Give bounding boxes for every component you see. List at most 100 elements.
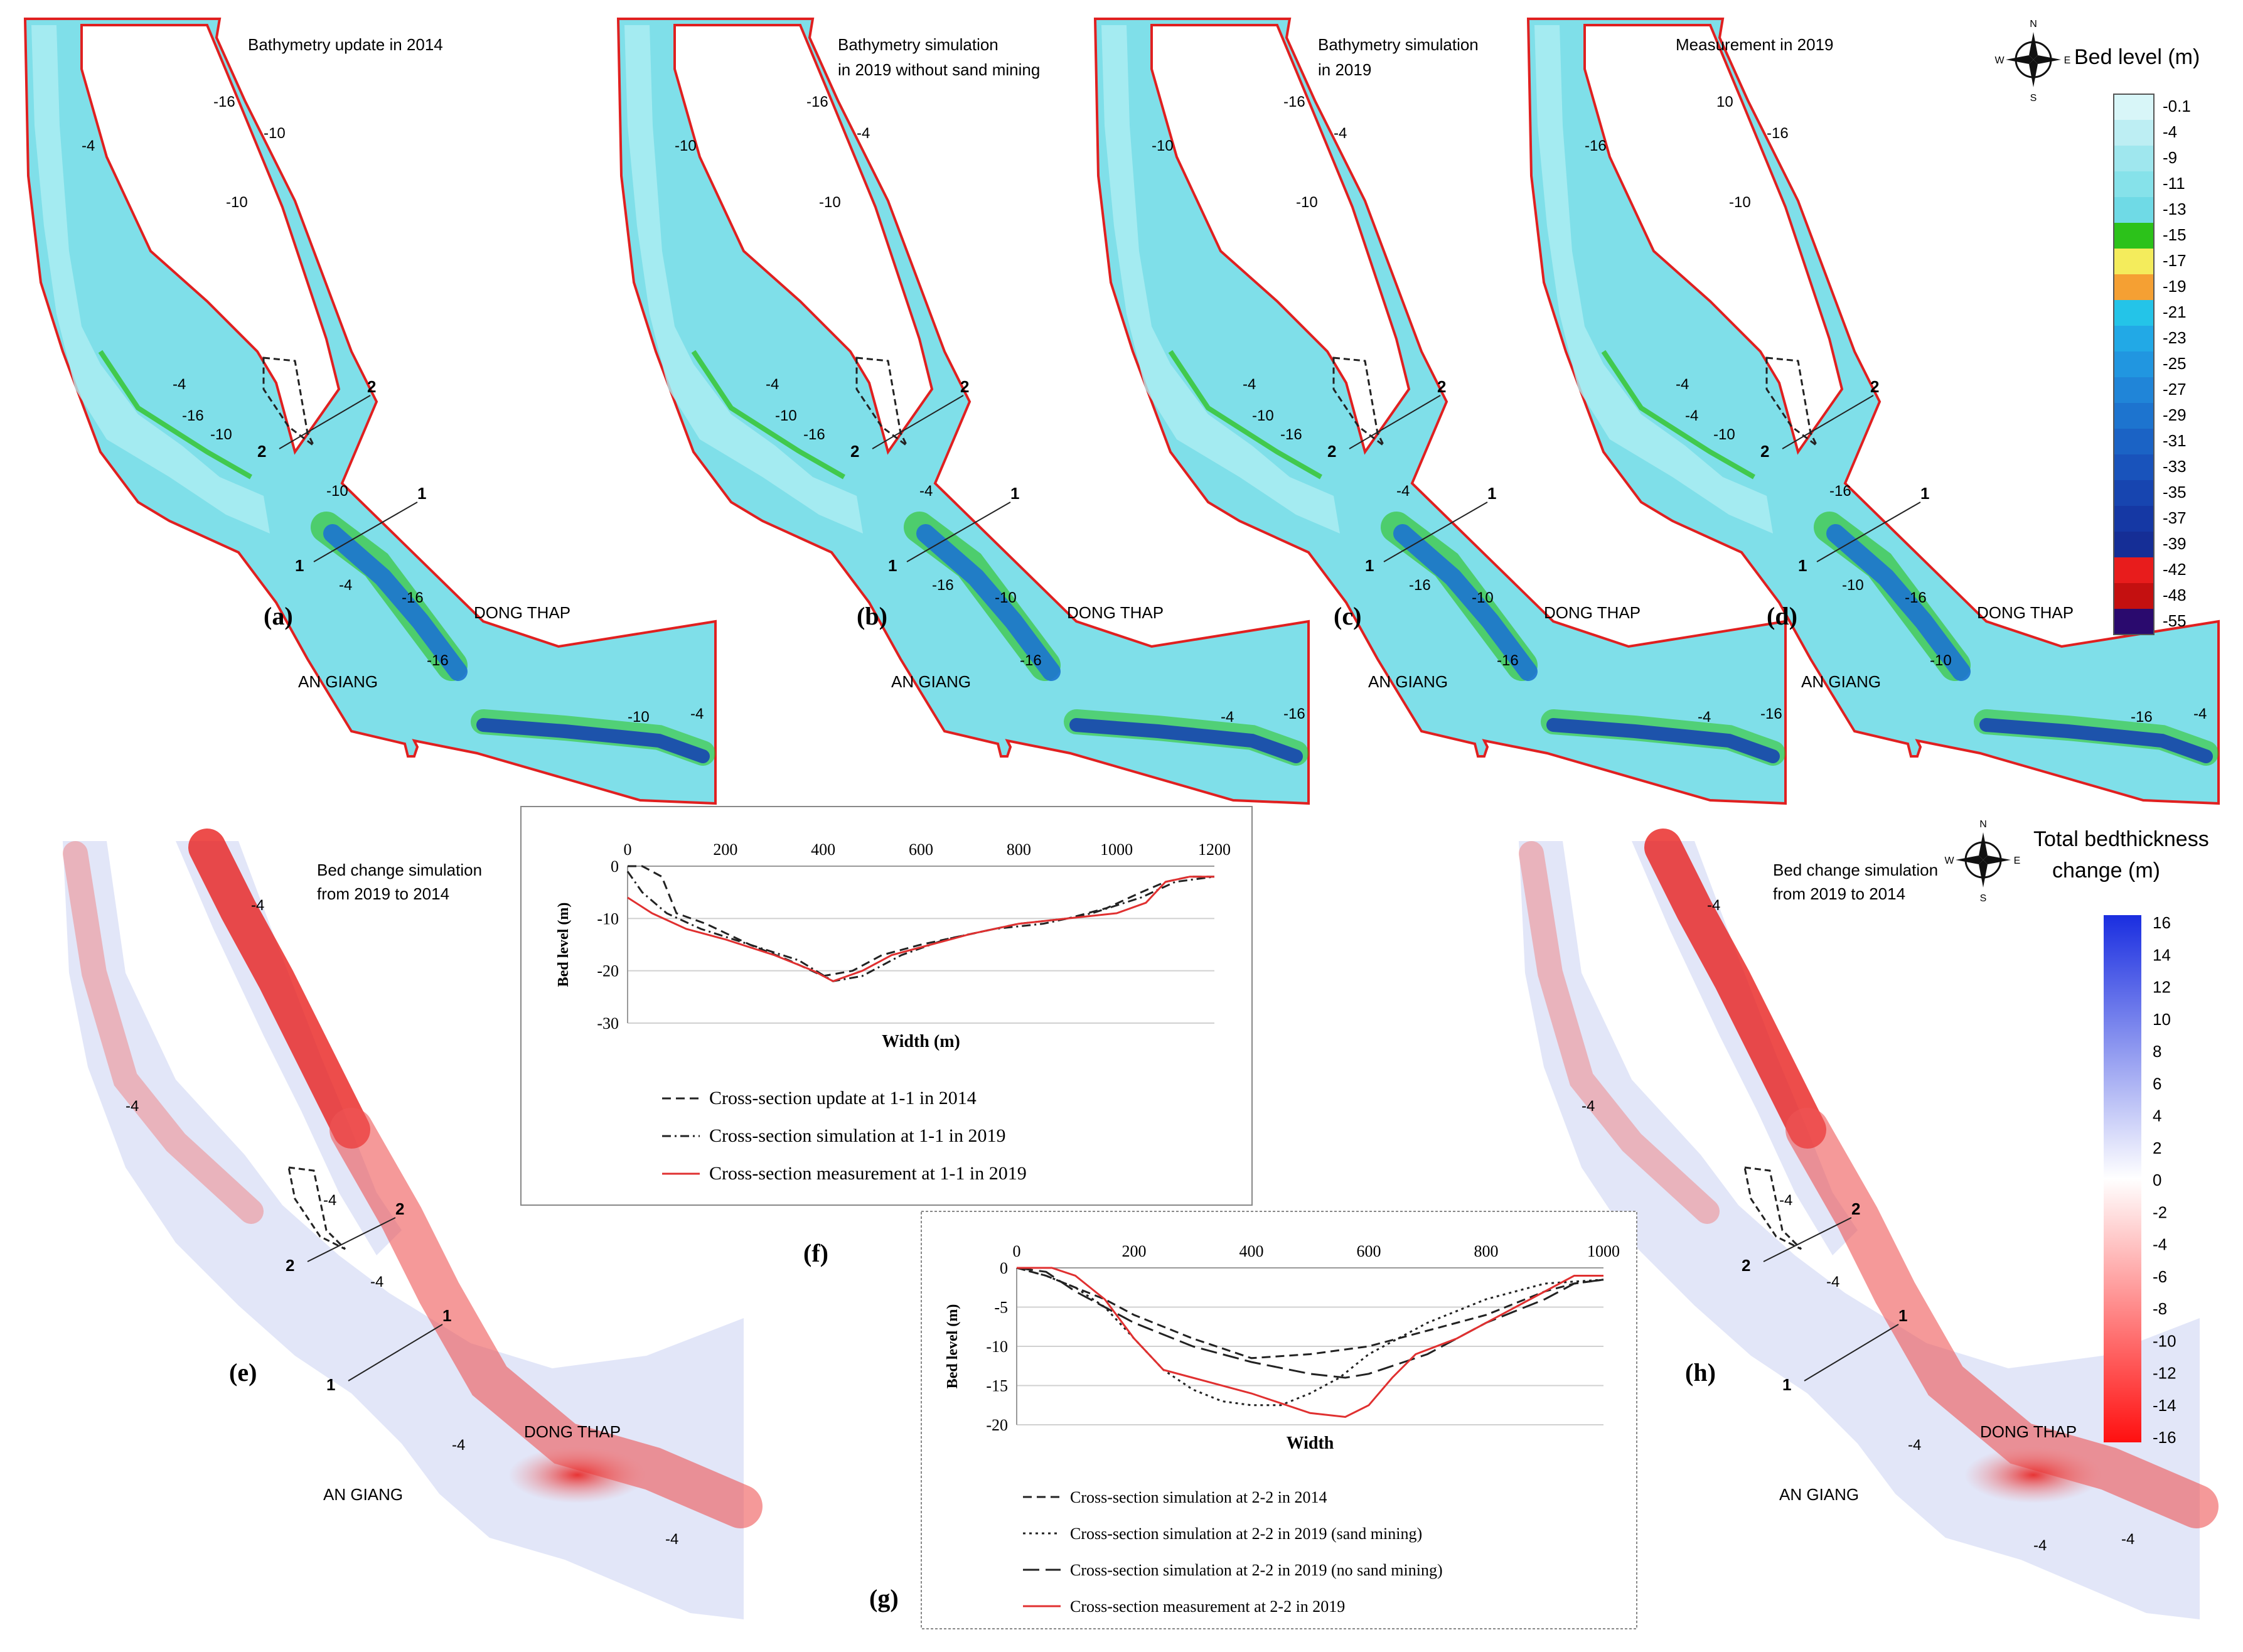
legend-label: -13 xyxy=(2163,200,2187,218)
series-line-2 xyxy=(626,871,1215,982)
legend-label: -19 xyxy=(2163,277,2187,296)
x-tick-label: 200 xyxy=(713,840,737,859)
y-axis-label: Bed level (m) xyxy=(555,903,572,987)
contour-label: -16 xyxy=(1020,652,1042,669)
bathymetry-panel-c: 2 2 1 1 -10 -16 -4 -10 -4 -16 -10 -16 -4 -10 -16 -4 -16 B… xyxy=(1093,18,1787,805)
contour-label: -10 xyxy=(264,125,286,142)
contour-label: -4 xyxy=(339,577,352,594)
province-dong-thap: DONG THAP xyxy=(1977,603,2074,622)
deep-channel xyxy=(916,524,1061,681)
contour-label: -10 xyxy=(995,589,1017,606)
legend-label: -0.1 xyxy=(2163,97,2191,115)
panel-letter: (d) xyxy=(1767,602,1797,630)
cross-section-2-2 xyxy=(1782,395,1874,449)
series-line-1 xyxy=(1016,1267,1604,1360)
panel-title: Bathymetry update in 2014 xyxy=(248,35,443,54)
sand-mining-area xyxy=(262,357,315,447)
section-2-label-end: 2 xyxy=(395,1199,404,1218)
legend-label: 6 xyxy=(2153,1074,2161,1093)
contour-label: -4 xyxy=(126,1098,139,1115)
legend-label: 16 xyxy=(2153,913,2171,932)
legend-label: 10 xyxy=(2153,1010,2171,1029)
panel-title: Bed change simulation xyxy=(317,861,482,879)
sand-mining-area xyxy=(1332,357,1385,447)
cross-section-2-2 xyxy=(279,395,371,449)
contour-band xyxy=(1168,350,1322,480)
legend-label: -11 xyxy=(2163,174,2185,193)
contour-label: -16 xyxy=(1829,483,1851,500)
cross-section-1-1 xyxy=(1804,1324,1899,1381)
x-tick-label: 1200 xyxy=(1198,840,1231,859)
contour-label: -16 xyxy=(427,652,449,669)
contour-label: -4 xyxy=(82,137,95,154)
contour-label: -4 xyxy=(1698,709,1711,726)
y-tick-label: -5 xyxy=(994,1299,1008,1317)
legend-label: -35 xyxy=(2163,483,2187,501)
contour-label: -4 xyxy=(1221,709,1234,726)
contour-label: -4 xyxy=(1826,1274,1839,1290)
contour-label: -16 xyxy=(1280,426,1302,443)
legend-swatch xyxy=(2114,326,2154,351)
contour-label: -4 xyxy=(1676,376,1689,393)
panel-title: Bed change simulation xyxy=(1773,861,1938,879)
bathymetry-panel-d: 2 2 1 1 -16 10 -16 -10 -4 -10 -4 -10 -16 -16 -10 -16 -4 M… xyxy=(1526,18,2220,805)
contour-label: -4 xyxy=(1685,407,1698,424)
contour-label: -10 xyxy=(1252,407,1274,424)
cross-section-2-2 xyxy=(872,395,964,449)
contour-label: -4 xyxy=(2121,1531,2134,1548)
province-dong-thap: DONG THAP xyxy=(1067,603,1164,622)
bathymetry-panel-b: 2 2 1 1 -10 -16 -4 -10 -4 -16 -10 -16 -4 -10 -16 -4 -16 B… xyxy=(616,18,1310,805)
legend-label: -55 xyxy=(2163,611,2187,630)
contour-label: -4 xyxy=(1908,1437,1921,1454)
contour-label: -10 xyxy=(1842,577,1864,594)
legend-label: -10 xyxy=(2153,1331,2176,1350)
cross-section-2-2 xyxy=(1763,1217,1852,1262)
y-axis-label: Bed level (m) xyxy=(945,1304,961,1389)
x-tick-label: 600 xyxy=(909,840,933,859)
legend-swatch xyxy=(2114,480,2154,506)
legend-swatch xyxy=(2114,403,2154,429)
province-an-giang: AN GIANG xyxy=(1368,672,1448,691)
bed-change-panel-e: 2 2 1 1 -4 -4 -4 -4 -4 -4 Bed change simulation fro… xyxy=(63,829,763,1619)
legend-label: -4 xyxy=(2163,122,2177,141)
erosion-zone xyxy=(1519,841,1720,1224)
section-1-label-start: 1 xyxy=(1365,556,1374,575)
x-tick-label: 0 xyxy=(624,840,632,859)
legend-swatch xyxy=(2114,120,2154,146)
legend-label: 2 xyxy=(2153,1139,2161,1157)
x-tick-label: 200 xyxy=(1122,1242,1147,1260)
province-an-giang: AN GIANG xyxy=(1801,672,1881,691)
legend-label: 4 xyxy=(2153,1107,2161,1125)
legend-swatch xyxy=(2114,223,2154,249)
contour-label: -4 xyxy=(2193,705,2207,722)
contour-label: -10 xyxy=(1713,426,1735,443)
legend-label: -48 xyxy=(2163,586,2187,604)
legend-entry: Cross-section measurement at 2-2 in 2019 xyxy=(1070,1597,1345,1616)
contour-label: -4 xyxy=(173,376,186,393)
panel-title: from 2019 to 2014 xyxy=(317,884,449,903)
panel-title: Bathymetry simulation xyxy=(1318,35,1479,54)
panel-letter: (c) xyxy=(1334,602,1361,630)
province-dong-thap: DONG THAP xyxy=(1544,603,1641,622)
y-tick-label: -10 xyxy=(597,909,619,928)
cross-section-1-1 xyxy=(348,1324,443,1381)
section-2-label-start: 2 xyxy=(850,442,859,461)
section-1-label-start: 1 xyxy=(888,556,897,575)
legend-entry: Cross-section update at 1-1 in 2014 xyxy=(709,1088,977,1108)
contour-label: -16 xyxy=(213,94,235,110)
contour-band xyxy=(691,350,845,480)
sand-mining-area xyxy=(855,357,908,447)
panel-title: Measurement in 2019 xyxy=(1676,35,1833,54)
erosion-zone xyxy=(63,841,264,1224)
section-1-label-end: 1 xyxy=(442,1306,451,1325)
legend-entry: Cross-section simulation at 2-2 in 2014 xyxy=(1070,1488,1327,1506)
province-an-giang: AN GIANG xyxy=(891,672,971,691)
panel-letter: (f) xyxy=(803,1239,828,1267)
x-tick-label: 0 xyxy=(1013,1242,1021,1260)
contour-label: -4 xyxy=(919,483,933,500)
series-line-4 xyxy=(1017,1267,1603,1419)
shallow-bank xyxy=(31,25,270,534)
series-line-3 xyxy=(1016,1267,1604,1379)
contour-label: -16 xyxy=(1283,705,1305,722)
